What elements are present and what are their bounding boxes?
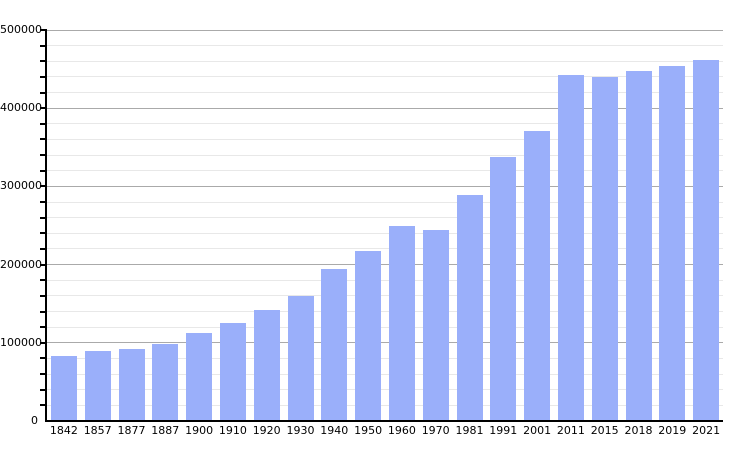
y-axis-tick bbox=[40, 154, 47, 157]
gridline-minor bbox=[47, 389, 723, 391]
bar-2011 bbox=[557, 75, 584, 420]
x-axis-label: 1920 bbox=[252, 424, 281, 437]
gridline-minor bbox=[47, 45, 723, 47]
x-axis-label: 1842 bbox=[49, 424, 78, 437]
y-axis-tick bbox=[40, 185, 47, 188]
y-axis-tick bbox=[40, 232, 47, 235]
gridline-minor bbox=[47, 311, 723, 313]
bar-1842 bbox=[50, 356, 77, 420]
y-axis-tick bbox=[40, 29, 47, 31]
gridline-minor bbox=[47, 138, 723, 140]
gridline-minor bbox=[47, 326, 723, 328]
y-axis-line bbox=[45, 30, 47, 422]
gridline-minor bbox=[47, 201, 723, 203]
x-axis-label: 1910 bbox=[218, 424, 247, 437]
x-axis-label: 1981 bbox=[455, 424, 484, 437]
x-axis-label: 2019 bbox=[658, 424, 687, 437]
bar-2019 bbox=[659, 65, 686, 420]
bar-1887 bbox=[152, 344, 179, 420]
y-axis-tick bbox=[40, 60, 47, 63]
bar-2021 bbox=[693, 59, 720, 420]
gridline-major bbox=[47, 342, 723, 344]
x-axis-label: 1930 bbox=[286, 424, 315, 437]
y-axis-tick bbox=[40, 373, 47, 376]
y-axis-tick bbox=[40, 404, 47, 407]
gridline-minor bbox=[47, 123, 723, 125]
x-axis-line bbox=[45, 420, 723, 422]
x-axis-label: 2001 bbox=[523, 424, 552, 437]
x-axis-label: 1900 bbox=[185, 424, 214, 437]
x-axis-label: 1970 bbox=[421, 424, 450, 437]
bar-2015 bbox=[591, 76, 618, 420]
gridline-minor bbox=[47, 404, 723, 406]
y-axis-tick bbox=[40, 138, 47, 141]
gridline-major bbox=[47, 29, 723, 31]
y-axis-tick bbox=[40, 247, 47, 250]
y-axis-tick bbox=[40, 310, 47, 313]
gridline-minor bbox=[47, 357, 723, 359]
x-axis-label: 1950 bbox=[354, 424, 383, 437]
x-axis-label: 2011 bbox=[556, 424, 585, 437]
x-axis-label: 1877 bbox=[117, 424, 146, 437]
gridline-minor bbox=[47, 248, 723, 250]
gridline-minor bbox=[47, 279, 723, 281]
y-axis-tick bbox=[40, 357, 47, 360]
y-axis-tick bbox=[40, 388, 47, 391]
y-axis-tick bbox=[40, 75, 47, 78]
bar-2018 bbox=[625, 71, 652, 420]
bar-1991 bbox=[490, 156, 517, 420]
gridline-minor bbox=[47, 60, 723, 62]
bar-1981 bbox=[456, 195, 483, 420]
gridline-major bbox=[47, 264, 723, 266]
y-axis-label: 200000 bbox=[0, 257, 42, 271]
y-axis-tick bbox=[40, 44, 47, 47]
bar-1877 bbox=[118, 349, 145, 420]
gridline-minor bbox=[47, 170, 723, 172]
y-axis-tick bbox=[40, 263, 47, 266]
gridline-minor bbox=[47, 217, 723, 219]
y-axis-tick bbox=[40, 279, 47, 282]
x-axis-label: 1991 bbox=[489, 424, 518, 437]
y-axis-tick bbox=[40, 169, 47, 172]
gridline-minor bbox=[47, 154, 723, 156]
gridline-minor bbox=[47, 373, 723, 375]
gridline-minor bbox=[47, 232, 723, 234]
y-axis-tick bbox=[40, 294, 47, 297]
y-axis-tick bbox=[40, 341, 47, 344]
gridline-major bbox=[47, 107, 723, 109]
x-axis-label: 2015 bbox=[590, 424, 619, 437]
bar-1910 bbox=[219, 323, 246, 420]
y-axis-label: 100000 bbox=[0, 335, 42, 349]
bar-1930 bbox=[287, 295, 314, 420]
bar-1950 bbox=[355, 250, 382, 420]
gridline-minor bbox=[47, 92, 723, 94]
y-axis-tick bbox=[40, 201, 47, 204]
x-axis-label: 2021 bbox=[692, 424, 721, 437]
x-axis-label: 2018 bbox=[624, 424, 653, 437]
y-axis-label: 0 bbox=[31, 414, 38, 427]
x-axis-label: 1960 bbox=[387, 424, 416, 437]
y-axis-tick bbox=[40, 326, 47, 329]
bar-1857 bbox=[84, 351, 111, 420]
y-axis-label: 400000 bbox=[0, 101, 42, 115]
bar-1970 bbox=[422, 230, 449, 420]
x-axis-label: 1940 bbox=[320, 424, 349, 437]
gridline-minor bbox=[47, 295, 723, 297]
x-axis-label: 1887 bbox=[151, 424, 180, 437]
bar-2001 bbox=[524, 130, 551, 420]
y-axis-tick bbox=[40, 107, 47, 110]
bar-1920 bbox=[253, 309, 280, 420]
bar-1900 bbox=[186, 333, 213, 420]
y-axis-label: 500000 bbox=[0, 23, 42, 36]
gridline-major bbox=[47, 185, 723, 187]
gridline-minor bbox=[47, 76, 723, 78]
bar-1960 bbox=[388, 225, 415, 420]
y-axis-tick bbox=[40, 122, 47, 125]
y-axis-label: 300000 bbox=[0, 179, 42, 193]
y-axis-tick bbox=[40, 216, 47, 219]
x-axis-label: 1857 bbox=[83, 424, 112, 437]
bar-1940 bbox=[321, 268, 348, 420]
y-axis-tick bbox=[40, 91, 47, 94]
